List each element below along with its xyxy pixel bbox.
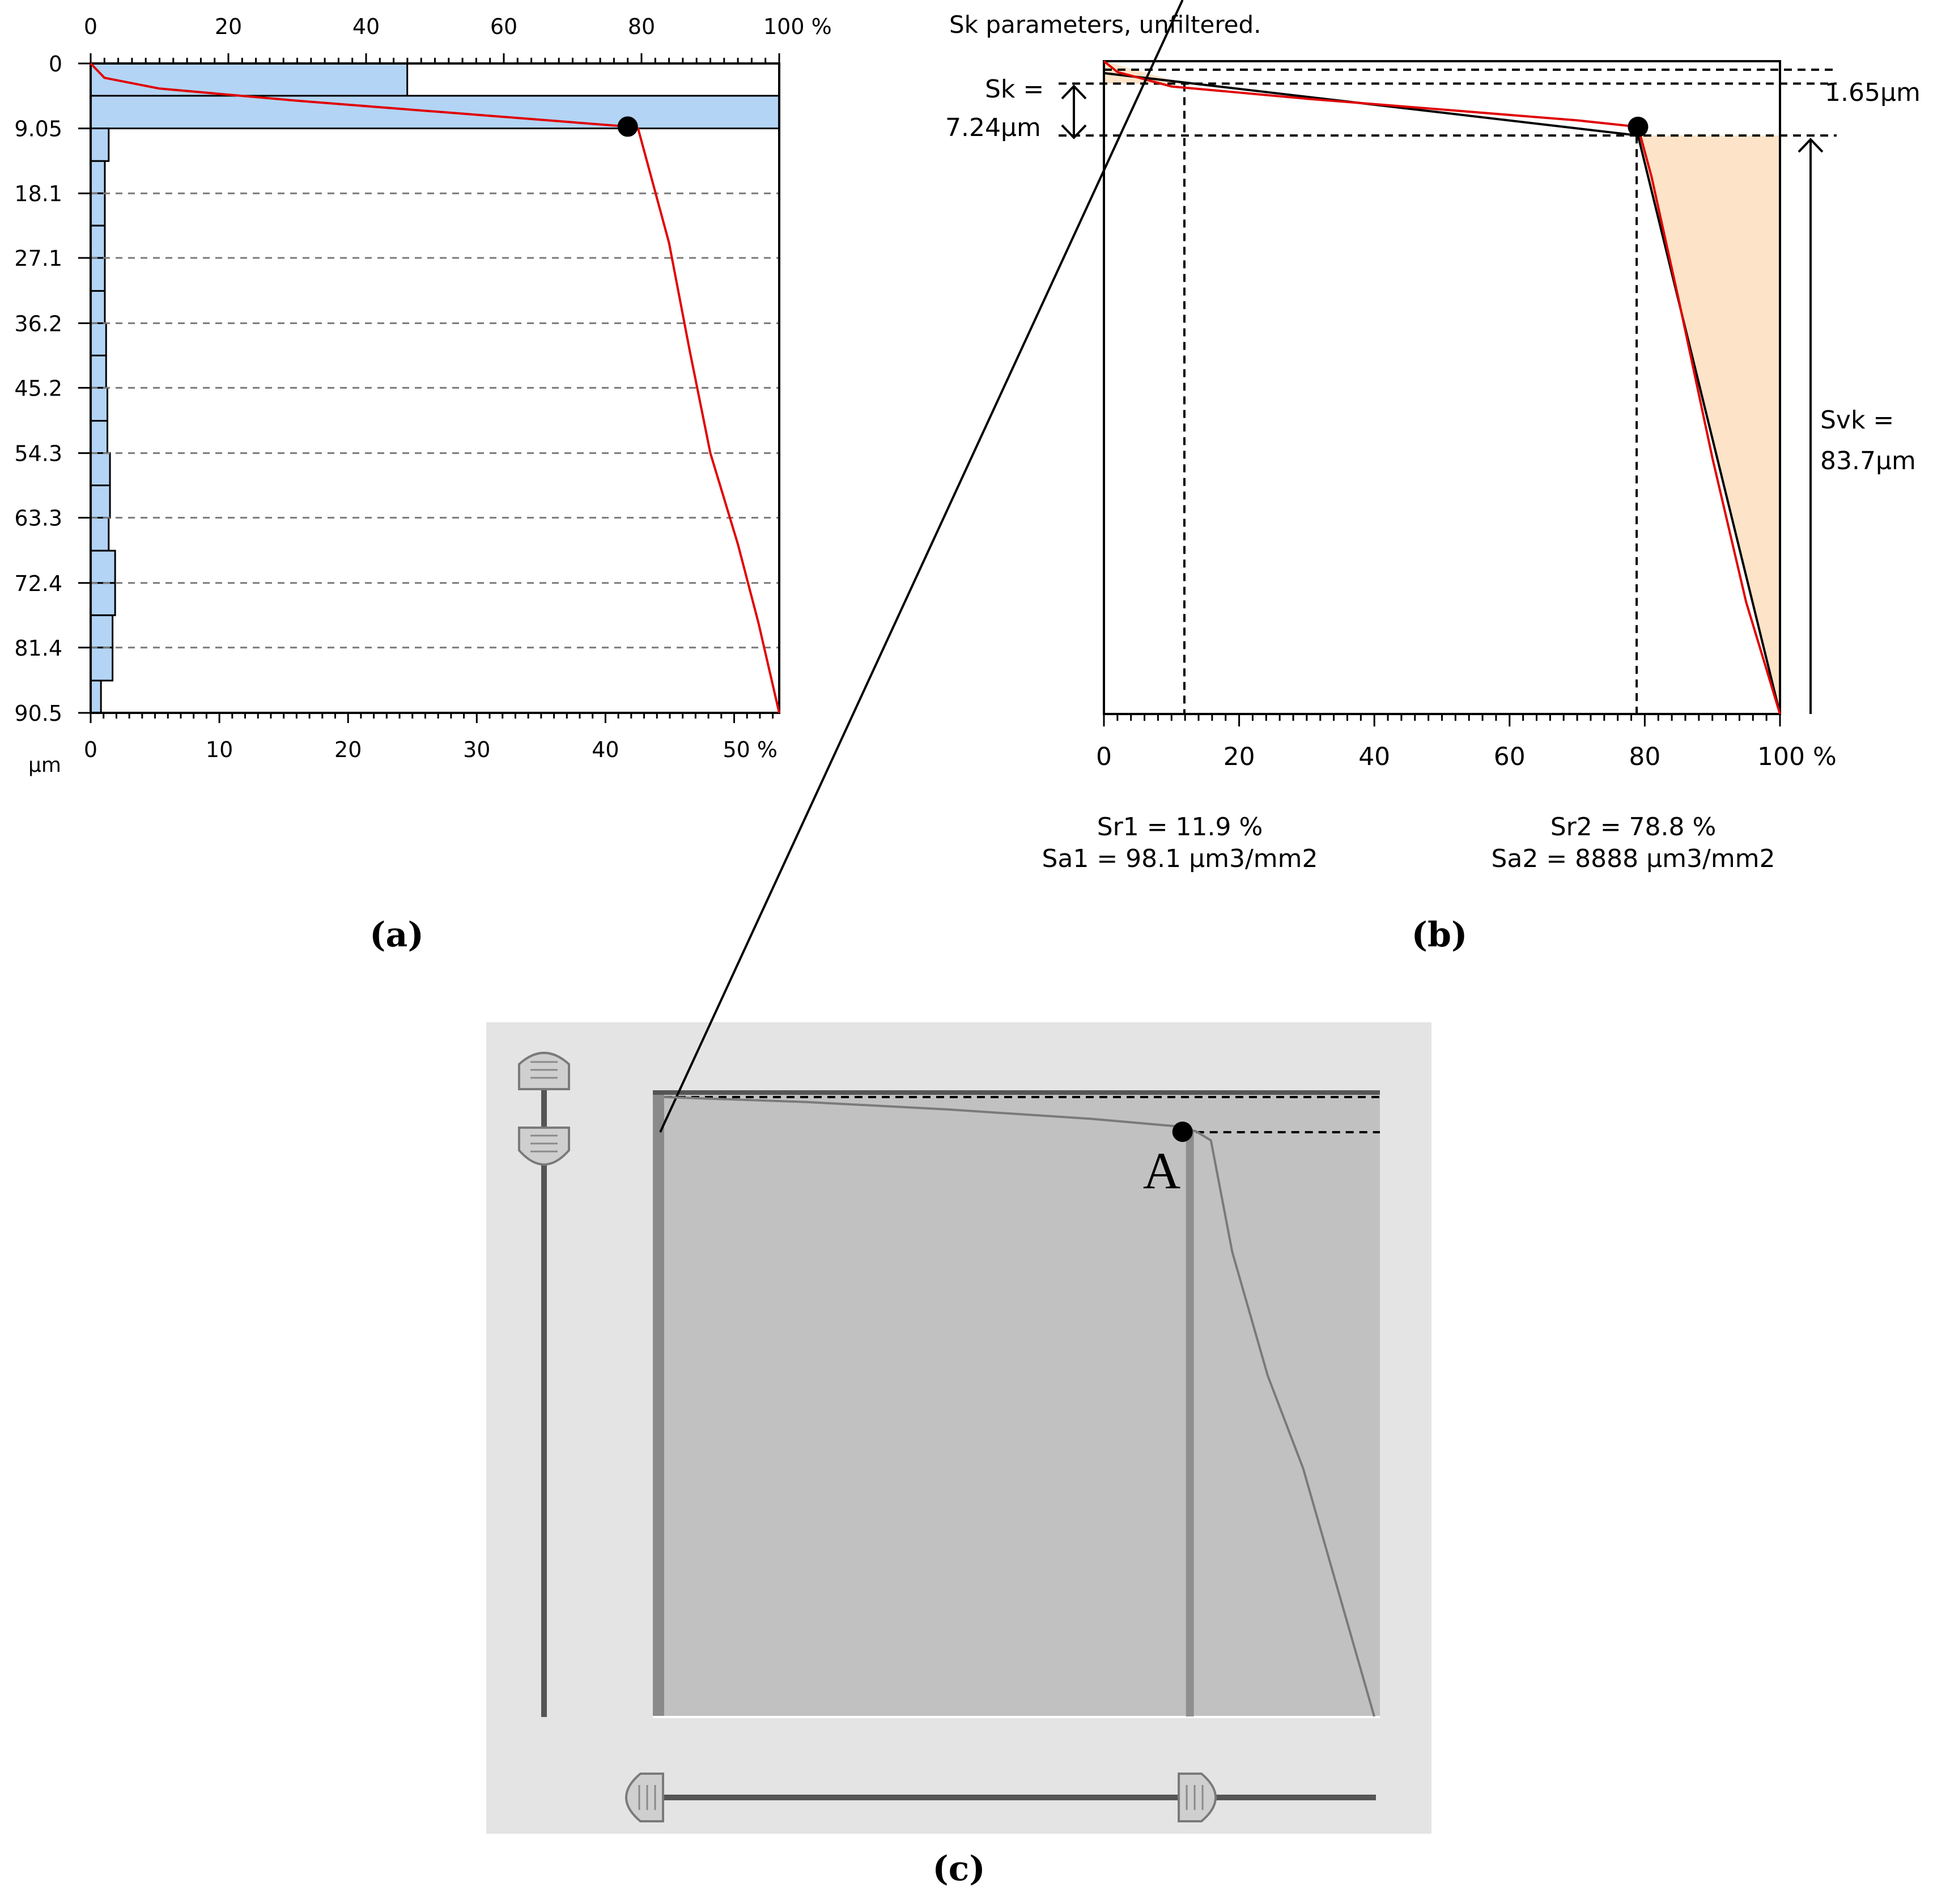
x-axis-tick-label: 60 [1494, 742, 1526, 771]
y-axis-tick-label: 36.2 [14, 311, 62, 336]
panel-caption-a: (a) [369, 915, 424, 955]
x-axis-tick-label: 0 [1096, 742, 1112, 771]
bearing-curve [664, 1096, 1375, 1717]
histogram-bar [90, 517, 110, 552]
grid-lines [91, 192, 779, 649]
svk-value: 83.7µm [1820, 447, 1916, 475]
point-a-label: A [1143, 1142, 1180, 1200]
top-offset-value: 1.65µm [1825, 78, 1921, 107]
y-axis-tick-label: 0 [49, 52, 62, 76]
y-axis-tick-label: 72.4 [14, 571, 62, 596]
top-axis-tick-label: 60 [490, 14, 517, 39]
histogram-bar [90, 160, 106, 194]
bottom-axis-tick-label: 30 [463, 737, 490, 762]
plot-left-edge [653, 1091, 664, 1716]
x-axis-tick-label: 20 [1223, 742, 1255, 771]
histogram-bar [90, 128, 110, 162]
histogram-bar [90, 550, 116, 584]
sk-value: 7.24µm [945, 113, 1041, 142]
vertical-slider-top-thumb[interactable] [518, 1052, 570, 1090]
point-a-marker [1172, 1121, 1193, 1142]
y-axis-tick-label: 90.5 [14, 701, 62, 726]
x-axis-tick-label: 80 [1629, 742, 1660, 771]
y-axis-tick-label: 9.05 [14, 117, 62, 142]
bottom-axis-tick-label: 20 [334, 737, 362, 762]
histogram-bars [90, 62, 780, 714]
bottom-axis-tick-label: 50 % [723, 737, 778, 762]
axes: 0 20 40 60 80 100 % 0 10 20 30 40 50 % 0 9.05 18.1 27.1… [14, 14, 831, 762]
panel-c-slider-view: A (c) [486, 0, 1431, 1889]
y-axis-tick-label: 18.1 [14, 181, 62, 206]
y-axis-tick-label: 63.3 [14, 506, 62, 531]
sr1-value: Sr1 = 11.9 % [1097, 813, 1263, 842]
curve-marker [617, 116, 638, 137]
y-axis-tick-label: 45.2 [14, 376, 62, 401]
vertical-slider-bottom-thumb[interactable] [518, 1127, 570, 1166]
panel-caption-b: (b) [1412, 915, 1468, 955]
bottom-axis-tick-label: 0 [84, 737, 97, 762]
histogram-bar [90, 420, 109, 454]
histogram-bar [90, 62, 409, 97]
y-axis-tick-label: 27.1 [14, 246, 62, 271]
panel-caption-c: (c) [932, 1849, 985, 1889]
top-axis-tick-label: 80 [628, 14, 655, 39]
horizontal-slider[interactable] [625, 1773, 1376, 1822]
horizontal-slider-left-thumb[interactable] [625, 1773, 664, 1822]
top-axis-tick-label: 20 [215, 14, 242, 39]
top-axis-tick-label: 0 [84, 14, 97, 39]
sa1-value: Sa1 = 98.1 µm3/mm2 [1042, 844, 1318, 873]
histogram-bar [90, 647, 114, 682]
valley-line [1637, 135, 1781, 715]
sk-dimension-arrow [1061, 84, 1087, 139]
cursor-vertical-line [1186, 1132, 1194, 1716]
panel-a-histogram-chart: 0 20 40 60 80 100 % 0 10 20 30 40 50 % 0 9.05 18.1 27.1… [14, 14, 831, 955]
top-axis-tick-label: 100 % [763, 14, 832, 39]
histogram-bar [90, 290, 106, 324]
bottom-axis-tick-label: 10 [206, 737, 233, 762]
histogram-bar [90, 679, 102, 714]
histogram-bar [90, 224, 106, 259]
plot-area [653, 1091, 1380, 1716]
sk-label: Sk = [985, 75, 1044, 104]
histogram-bar [90, 322, 107, 356]
top-axis-tick-label: 40 [352, 14, 380, 39]
histogram-bar [90, 452, 111, 487]
histogram-bar [90, 192, 106, 227]
peak-area-fill [1104, 61, 1184, 84]
sa2-value: Sa2 = 8888 µm3/mm2 [1491, 844, 1775, 873]
y-axis-tick-label: 81.4 [14, 636, 62, 661]
y-axis-tick-label: 54.3 [14, 441, 62, 466]
horizontal-slider-right-thumb[interactable] [1178, 1773, 1217, 1822]
histogram-bar [90, 386, 109, 422]
svk-dimension-arrow [1798, 138, 1824, 714]
vertical-slider[interactable] [518, 1052, 570, 1717]
bearing-area-curve [1103, 60, 1781, 715]
sr2-value: Sr2 = 78.8 % [1550, 813, 1717, 842]
y-axis-unit: µm [28, 754, 61, 777]
svk-label: Svk = [1820, 406, 1894, 435]
x-axis: 0 20 40 60 80 100 % [1096, 714, 1837, 771]
histogram-bar [90, 582, 116, 617]
x-axis-tick-label: 100 % [1757, 742, 1837, 771]
histogram-bar [90, 484, 111, 519]
cursor-horizontal-line [659, 0, 1184, 1133]
x-axis-tick-label: 40 [1358, 742, 1390, 771]
bottom-axis-tick-label: 40 [592, 737, 619, 762]
histogram-bar [90, 257, 106, 292]
chart-title: Sk parameters, unfiltered. [949, 11, 1261, 39]
histogram-bar [90, 614, 114, 649]
curve-marker [1628, 116, 1649, 137]
histogram-bar [90, 354, 107, 389]
panel-b-sk-chart: Sk parameters, unfiltered. 0 20 40 60 80 100 … [945, 11, 1921, 955]
